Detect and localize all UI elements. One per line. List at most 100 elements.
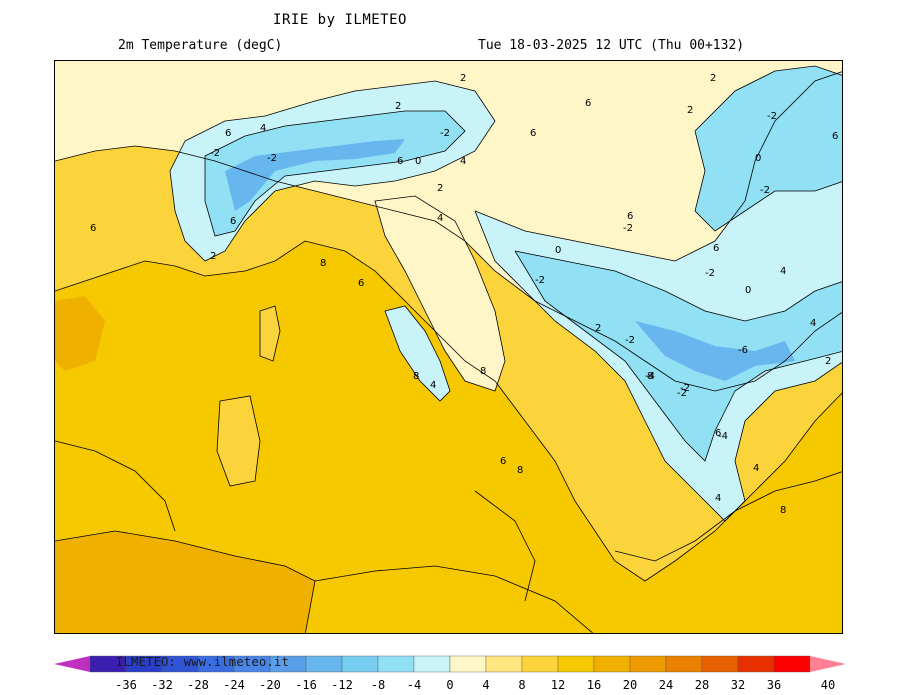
colorbar-low-end — [54, 656, 90, 672]
contour-label: 6 — [715, 428, 721, 439]
contour-label: -2 — [535, 275, 545, 286]
contour-label: 2 — [595, 323, 601, 334]
contour-label: 4 — [437, 213, 443, 224]
contour-label: 0 — [745, 285, 751, 296]
contour-label: 6 — [627, 211, 633, 222]
colorbar-tick-label: 32 — [730, 678, 746, 692]
colorbar-tick-label: -28 — [187, 678, 209, 692]
contour-label: 8 — [480, 366, 486, 377]
contour-label: 6 — [832, 131, 838, 142]
variable-label: 2m Temperature (degC) — [118, 38, 283, 53]
colorbar-segment — [557, 655, 595, 673]
spain-warm — [55, 296, 105, 371]
colorbar-tick-label: 0 — [446, 678, 454, 692]
colorbar-tick-label: 16 — [586, 678, 602, 692]
contour-label: 6 — [230, 216, 236, 227]
contour-label: 6 — [225, 128, 231, 139]
colorbar-segment — [701, 655, 739, 673]
valid-time-label: Tue 18-03-2025 12 UTC (Thu 00+132) — [478, 38, 745, 53]
contour-label: 6 — [90, 223, 96, 234]
colorbar-tick-label: 20 — [622, 678, 638, 692]
sardinia-region — [217, 396, 260, 486]
colorbar-tick-label: 24 — [658, 678, 674, 692]
alps-coldest-core — [225, 139, 405, 211]
temperature-map: 2 2 -2 6 4 -2 -2 6 0 4 6 6 6 2 8 6 8 4 8… — [54, 60, 843, 634]
contour-label: -2 — [677, 388, 687, 399]
apennines-cold-region — [385, 306, 450, 401]
contour-label: 2 — [825, 356, 831, 367]
contour-label: 6 — [585, 98, 591, 109]
contour-label: 4 — [715, 493, 721, 504]
contour-label: 6 — [500, 456, 506, 467]
colorbar-tick-label: -20 — [259, 678, 281, 692]
colorbar-segment — [305, 655, 343, 673]
contour-label: 4 — [260, 123, 266, 134]
contour-label: 0 — [415, 156, 421, 167]
contour-label: 2 — [687, 105, 693, 116]
carpathians-cold-region — [695, 66, 842, 231]
colorbar-tick-label: 28 — [694, 678, 710, 692]
contour-label: -4 — [645, 371, 655, 382]
contour-label: -2 — [760, 185, 770, 196]
map-canvas: 2 2 -2 6 4 -2 -2 6 0 4 6 6 6 2 8 6 8 4 8… — [55, 61, 842, 633]
colorbar-segment — [665, 655, 703, 673]
temperature-colorbar — [54, 655, 846, 673]
contour-label: 2 — [460, 73, 466, 84]
contour-label: 2 — [710, 73, 716, 84]
colorbar-tick-label: 40 — [820, 678, 836, 692]
colorbar-segment — [773, 655, 811, 673]
contour-lines — [55, 65, 842, 633]
colorbar-tick-label: 36 — [766, 678, 782, 692]
corsica-region — [260, 306, 280, 361]
north-africa-warm — [55, 531, 315, 633]
contour-label: 4 — [810, 318, 816, 329]
contour-label: 6 — [713, 243, 719, 254]
contour-label: 8 — [413, 371, 419, 382]
colorbar-segment — [377, 655, 415, 673]
contour-label: -2 — [705, 268, 715, 279]
colorbar-tick-label: -32 — [151, 678, 173, 692]
contour-label: 8 — [647, 371, 653, 382]
contour-label: 8 — [320, 258, 326, 269]
colorbar-tick-label: -4 — [406, 678, 422, 692]
contour-value-labels: 2 2 -2 6 4 -2 -2 6 0 4 6 6 6 2 8 6 8 4 8… — [90, 73, 838, 516]
adriatic-sea — [375, 196, 505, 391]
colorbar-tick-label: 12 — [550, 678, 566, 692]
contour-label: -2 — [625, 335, 635, 346]
colorbar-segment — [593, 655, 631, 673]
contour-label: -4 — [718, 431, 728, 442]
contour-label: 6 — [397, 156, 403, 167]
watermark-text: ILMETEO: www.ilmeteo.it — [116, 655, 290, 669]
contour-label: 6 — [530, 128, 536, 139]
contour-label: 0 — [555, 245, 561, 256]
contour-label: -6 — [738, 345, 748, 356]
contour-label: 2 — [210, 251, 216, 262]
contour-label: 0 — [755, 153, 761, 164]
contour-label: 4 — [780, 266, 786, 277]
contour-label: -2 — [767, 111, 777, 122]
colorbar-segment — [485, 655, 523, 673]
contour-label: 4 — [460, 156, 466, 167]
colorbar-tick-label: -24 — [223, 678, 245, 692]
colorbar-tick-label: -12 — [331, 678, 353, 692]
colorbar-tick-label: 8 — [518, 678, 526, 692]
balkans-coldest-core — [635, 321, 795, 381]
contour-label: -2 — [680, 383, 690, 394]
colorbar-segment — [413, 655, 451, 673]
contour-label: -2 — [267, 153, 277, 164]
colorbar-tick-label: -16 — [295, 678, 317, 692]
colorbar-segment — [449, 655, 487, 673]
colorbar-segment — [629, 655, 667, 673]
contour-label: 4 — [430, 380, 436, 391]
colorbar-segment — [341, 655, 379, 673]
map-title: IRIE by ILMETEO — [273, 12, 407, 28]
colorbar-segment — [737, 655, 775, 673]
colorbar-high-end — [810, 656, 846, 672]
contour-label: 8 — [780, 505, 786, 516]
colorbar-tick-label: 4 — [482, 678, 490, 692]
contour-label: 8 — [517, 465, 523, 476]
colorbar-segments — [89, 655, 811, 673]
colorbar-segment — [521, 655, 559, 673]
colorbar-tick-label: -8 — [370, 678, 386, 692]
contour-label: -2 — [210, 148, 220, 159]
